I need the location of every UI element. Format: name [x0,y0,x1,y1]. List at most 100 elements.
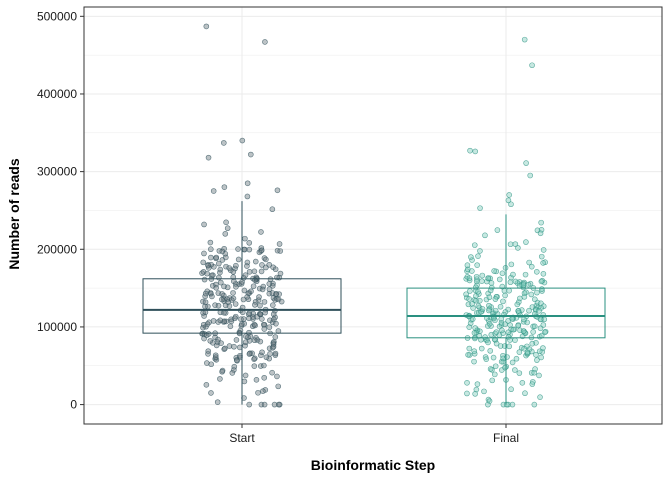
data-point [261,299,268,305]
data-point [485,275,491,281]
data-point [233,357,240,363]
data-point [221,309,227,316]
data-point [213,254,220,261]
data-point [541,316,548,323]
data-point [522,271,529,278]
data-point [217,266,224,273]
data-point [482,232,488,239]
data-point [472,325,478,331]
data-point [262,39,268,45]
data-point [246,401,253,408]
data-point [536,307,542,314]
data-point [274,373,280,380]
data-point [526,307,532,314]
data-point [469,257,475,263]
data-point [475,253,481,259]
data-point [241,287,248,294]
data-point [469,268,475,274]
data-point [227,323,234,330]
data-point [467,147,473,154]
data-point [538,354,544,361]
data-point [251,268,258,275]
data-point [528,291,535,298]
data-point [215,302,222,309]
data-point [269,290,276,296]
data-point [524,349,531,356]
data-point [512,337,518,343]
y-axis: 0 100000 200000 300000 400000 500000 [37,9,84,412]
data-point [538,253,545,260]
data-point [490,354,497,361]
data-point [464,262,471,269]
data-point [256,294,262,300]
data-point [200,259,207,266]
data-point [489,377,496,384]
data-point [231,343,237,350]
data-point [246,268,253,275]
data-point [230,290,236,296]
data-point [259,316,265,322]
data-point [233,283,239,290]
data-point [478,345,485,352]
data-point [223,318,230,325]
data-point [491,268,497,274]
y-axis-title: Number of reads [6,158,22,269]
data-point [521,316,527,323]
data-point [262,309,268,316]
data-point [486,320,493,327]
data-point [244,193,251,200]
data-point [201,221,207,228]
data-point [486,294,493,301]
data-point [270,302,276,308]
data-point [263,354,270,361]
data-point [277,270,284,277]
data-point [488,280,495,286]
data-point [263,256,269,263]
data-point [230,295,237,302]
data-point [270,343,277,350]
data-point [246,315,252,322]
data-point [493,340,500,347]
data-point [270,311,277,318]
data-point [207,239,214,246]
data-point [241,395,247,401]
data-point [214,399,221,405]
data-point [257,338,264,345]
data-point [201,276,208,283]
data-point [266,324,273,331]
data-point [540,247,547,253]
data-point [243,333,249,339]
data-point [502,309,509,315]
data-point [473,273,480,280]
data-point [238,321,245,328]
data-point [472,148,479,155]
data-point [278,298,285,305]
data-point [222,345,228,352]
data-point [258,247,265,254]
data-point [261,401,268,408]
data-point [533,269,540,275]
data-point [532,296,538,303]
data-point [224,225,231,232]
data-point [258,268,265,275]
data-point [274,187,281,194]
data-point [482,334,488,340]
data-point [521,345,527,352]
data-point [230,269,237,275]
data-point [267,350,273,357]
data-point [542,328,549,335]
data-point [248,151,254,158]
data-point [246,246,253,253]
data-point [499,327,505,334]
data-point [261,326,268,332]
data-point [512,278,519,285]
data-point [257,311,264,318]
data-point [512,241,519,247]
data-point [277,248,284,254]
data-point [466,296,472,302]
data-point [259,262,265,268]
data-point [251,363,258,369]
data-point [241,246,248,253]
data-point [472,391,478,397]
data-point [486,302,492,309]
